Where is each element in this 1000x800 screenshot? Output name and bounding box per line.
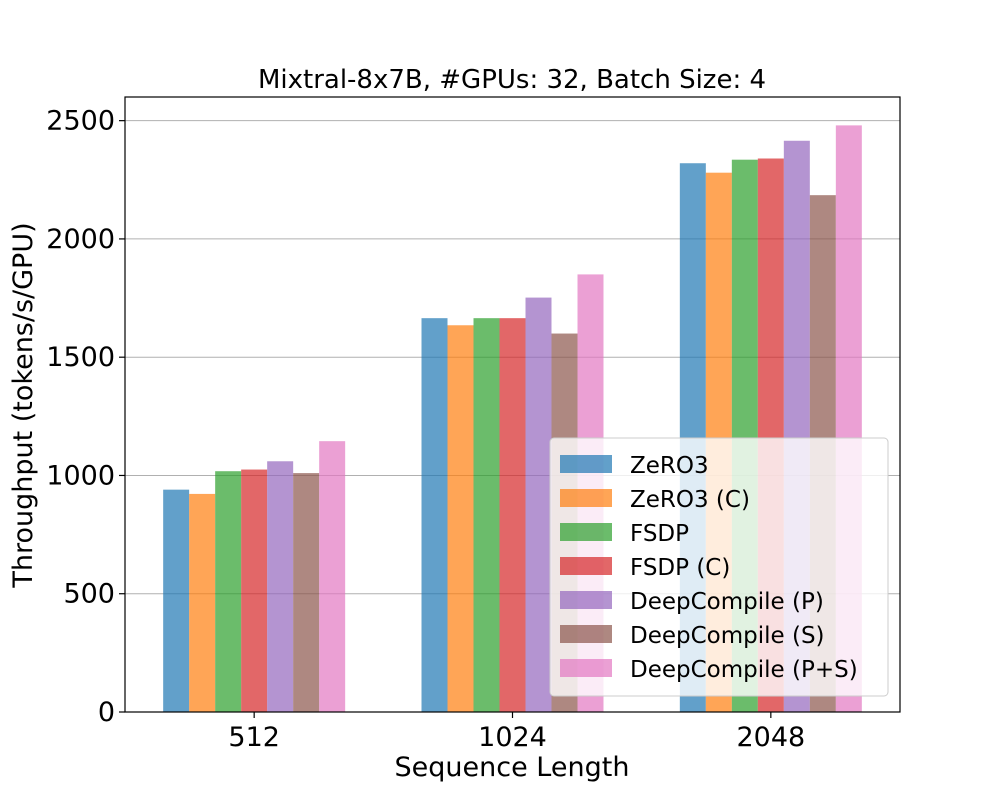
legend-label: FSDP [630, 521, 689, 547]
legend-label: FSDP (C) [630, 555, 730, 581]
y-tick-label: 2000 [46, 224, 115, 255]
legend-label: DeepCompile (S) [630, 623, 825, 649]
y-tick-label: 1000 [46, 460, 115, 491]
bar-fsdp-512 [215, 471, 242, 712]
bar-zero3-c-1024 [447, 325, 474, 712]
x-tick-label: 1024 [478, 722, 547, 753]
x-axis-ticks: 512 1024 2048 [228, 712, 805, 753]
legend-swatch [560, 557, 612, 575]
bar-zero3-1024 [421, 318, 448, 712]
y-tick-label: 500 [63, 579, 115, 610]
bar-zero3-c-512 [189, 493, 216, 712]
y-axis-label: Throughput (tokens/s/GPU) [8, 222, 39, 588]
legend-swatch [560, 489, 612, 507]
y-tick-label: 0 [98, 697, 115, 728]
chart-title: Mixtral-8x7B, #GPUs: 32, Batch Size: 4 [258, 65, 766, 95]
legend-swatch [560, 591, 612, 609]
x-axis-label: Sequence Length [395, 752, 630, 783]
legend-swatch [560, 625, 612, 643]
bar-deepcompile-p-s-512 [319, 441, 346, 712]
x-tick-label: 2048 [736, 722, 805, 753]
legend-swatch [560, 659, 612, 677]
legend-swatch [560, 455, 612, 473]
x-tick-label: 512 [228, 722, 280, 753]
legend-label: ZeRO3 [630, 453, 709, 479]
bar-fsdp-c-1024 [499, 318, 526, 712]
legend-label: ZeRO3 (C) [630, 487, 750, 513]
legend-label: DeepCompile (P) [630, 589, 824, 615]
y-tick-label: 2500 [46, 106, 115, 137]
bar-fsdp-1024 [473, 318, 500, 712]
legend-box [549, 437, 889, 697]
bar-deepcompile-s-512 [293, 473, 320, 712]
bar-fsdp-c-512 [241, 469, 268, 712]
y-tick-label: 1500 [46, 342, 115, 373]
legend: ZeRO3 ZeRO3 (C) FSDP FSDP (C) DeepCompile (P… [549, 437, 889, 697]
legend-swatch [560, 523, 612, 541]
legend-label: DeepCompile (P+S) [630, 657, 858, 683]
bar-deepcompile-p-512 [267, 461, 294, 712]
bar-deepcompile-p-1024 [525, 297, 552, 712]
y-axis-ticks: 0 500 1000 1500 2000 2500 [46, 106, 125, 728]
bar-zero3-512 [163, 489, 190, 712]
